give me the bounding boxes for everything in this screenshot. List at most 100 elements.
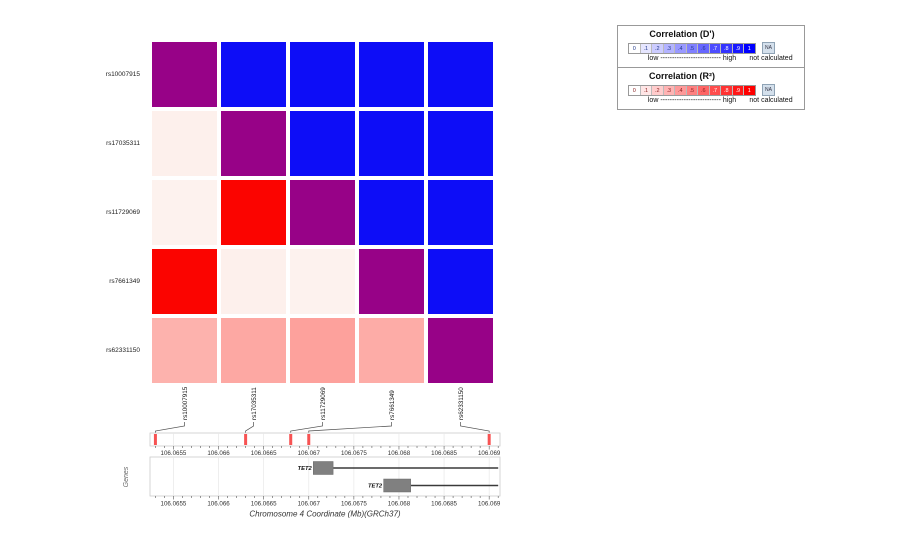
snp-connector-line [460, 422, 490, 433]
heatmap-cell-rs7661349-x-rs62331150[interactable] [428, 249, 493, 314]
x-axis-title: Chromosome 4 Coordinate (Mb)(GRCh37) [249, 510, 401, 519]
dprime-scale-cell-.1: .1 [640, 44, 652, 53]
legend-title-r2: Correlation (R²) [649, 71, 715, 81]
snp-connector-line [308, 422, 392, 433]
r2-scale-cell-.1: .1 [640, 86, 652, 95]
snp-position-tick [307, 434, 311, 445]
snp-column-label: rs10007915 [182, 386, 189, 420]
gene-exon-box[interactable] [313, 461, 334, 475]
snp-column-label: rs62331150 [458, 387, 465, 420]
axis-tick-label: 106.0665 [251, 450, 277, 457]
heatmap-cell-rs62331150-x-rs62331150[interactable] [428, 318, 493, 383]
r2-scale-cell-0: 0 [629, 86, 641, 95]
axis-tick-label: 106.067 [298, 501, 321, 508]
r2-scale-cell-1: 1 [744, 86, 755, 95]
snp-position-tick [244, 434, 248, 445]
heatmap-cell-rs17035311-x-rs11729069[interactable] [290, 111, 355, 176]
heatmap-row-label: rs10007915 [105, 71, 140, 78]
dprime-scale-cell-.2: .2 [652, 44, 664, 53]
gene-exon-box[interactable] [383, 478, 411, 493]
heatmap-cell-rs11729069-x-rs7661349[interactable] [359, 180, 424, 245]
r2-scale-cell-.6: .6 [698, 86, 710, 95]
heatmap-row-label: rs62331150 [106, 347, 140, 354]
heatmap-cell-rs7661349-x-rs10007915[interactable] [152, 249, 217, 314]
heatmap-cell-rs11729069-x-rs62331150[interactable] [428, 180, 493, 245]
snp-position-tick [487, 434, 491, 445]
axis-tick-label: 106.0665 [251, 501, 277, 508]
axis-tick-label: 106.0675 [341, 450, 367, 457]
r2-na-swatch: NA [762, 84, 775, 96]
axis-tick-label: 106.069 [478, 450, 501, 457]
dprime-scale-cell-1: 1 [744, 44, 755, 53]
axis-tick-label: 106.0675 [341, 501, 367, 508]
snp-connector-line [155, 422, 185, 433]
snp-connector-line [290, 422, 323, 433]
snp-column-label: rs11729069 [320, 387, 327, 420]
r2-scale-cell-.9: .9 [732, 86, 744, 95]
snp-position-track [149, 432, 501, 447]
r2-scale-cell-.3: .3 [663, 86, 675, 95]
r2-range-label: low -------------------------- high [647, 97, 737, 104]
axis-tick-label: 106.069 [478, 501, 501, 508]
legend-title-dprime: Correlation (D') [649, 29, 715, 39]
r2-scale-cell-.5: .5 [686, 86, 698, 95]
axis-tick-label: 106.0685 [431, 501, 457, 508]
dprime-scale-cell-.8: .8 [721, 44, 733, 53]
genomic-tracks: rs10007915 rs17035311 rs11729069 rs7661349 r… [123, 386, 501, 519]
gene-name-label: TET2 [368, 484, 383, 490]
axis-tick-label: 106.067 [298, 450, 321, 457]
heatmap-row-label: rs17035311 [106, 140, 140, 147]
dprime-scale-cell-0: 0 [629, 44, 641, 53]
axis-tick-label: 106.0685 [431, 450, 457, 457]
dprime-scale-cell-.5: .5 [686, 44, 698, 53]
axis-tick-label: 106.0655 [161, 501, 187, 508]
dprime-scale-cell-.4: .4 [675, 44, 687, 53]
r2-scale-cell-.8: .8 [721, 86, 733, 95]
r2-scale-cell-.2: .2 [652, 86, 664, 95]
heatmap-cell-rs11729069-x-rs11729069[interactable] [290, 180, 355, 245]
heatmap-cell-rs7661349-x-rs7661349[interactable] [359, 249, 424, 314]
heatmap-cell-rs62331150-x-rs7661349[interactable] [359, 318, 424, 383]
heatmap-cell-rs17035311-x-rs17035311[interactable] [221, 111, 286, 176]
heatmap-cell-rs7661349-x-rs11729069[interactable] [290, 249, 355, 314]
heatmap-cell-rs11729069-x-rs17035311[interactable] [221, 180, 286, 245]
dprime-range-label: low -------------------------- high [647, 55, 737, 62]
heatmap-cell-rs17035311-x-rs10007915[interactable] [152, 111, 217, 176]
snp-column-label: rs17035311 [251, 387, 258, 420]
axis-tick-label: 106.066 [207, 450, 230, 457]
gene-name-label: TET2 [298, 466, 313, 472]
axis-tick-label: 106.066 [207, 501, 230, 508]
axis-tick-label: 106.068 [388, 501, 411, 508]
heatmap-row-label: rs7661349 [109, 278, 140, 285]
heatmap-cell-rs17035311-x-rs62331150[interactable] [428, 111, 493, 176]
heatmap-cell-rs62331150-x-rs17035311[interactable] [221, 318, 286, 383]
heatmap-cell-rs10007915-x-rs10007915[interactable] [152, 42, 217, 107]
genes-axis-label: Genes [123, 466, 130, 487]
dprime-scale-cell-.3: .3 [663, 44, 675, 53]
heatmap-cell-rs7661349-x-rs17035311[interactable] [221, 249, 286, 314]
r2-color-scale: 0.1.2.3.4.5.6.7.8.9 1 [628, 85, 756, 96]
heatmap-cell-rs17035311-x-rs7661349[interactable] [359, 111, 424, 176]
dprime-scale-cell-.9: .9 [732, 44, 744, 53]
dprime-na-swatch: NA [762, 42, 775, 54]
r2-scale-cell-.7: .7 [709, 86, 721, 95]
heatmap-row-label: rs11729069 [106, 209, 140, 216]
heatmap-cell-rs10007915-x-rs11729069[interactable] [290, 42, 355, 107]
axis-tick-label: 106.068 [388, 450, 411, 457]
heatmap-cell-rs10007915-x-rs17035311[interactable] [221, 42, 286, 107]
heatmap-cell-rs11729069-x-rs10007915[interactable] [152, 180, 217, 245]
heatmap-cell-rs62331150-x-rs10007915[interactable] [152, 318, 217, 383]
heatmap-cell-rs10007915-x-rs62331150[interactable] [428, 42, 493, 107]
dprime-color-scale: 0.1.2.3.4.5.6.7.8.9 1 [628, 43, 756, 54]
snp-connector-line [245, 422, 254, 433]
axis-tick-label: 106.0655 [161, 450, 187, 457]
heatmap-cell-rs10007915-x-rs7661349[interactable] [359, 42, 424, 107]
r2-na-caption: not calculated [749, 97, 793, 104]
heatmap-cell-rs62331150-x-rs11729069[interactable] [290, 318, 355, 383]
snp-column-label: rs7661349 [389, 390, 396, 420]
snp-position-tick [289, 434, 293, 445]
legend-panel-dprime: Correlation (D') 0.1.2.3.4.5.6.7.8.9 1 lo… [617, 25, 805, 68]
dprime-na-caption: not calculated [749, 55, 793, 62]
